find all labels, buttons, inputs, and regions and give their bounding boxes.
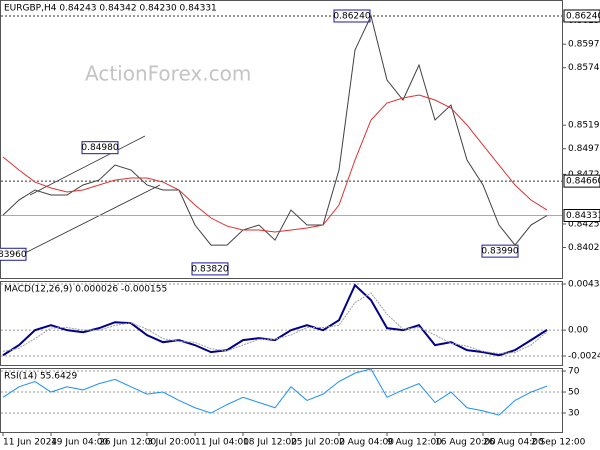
annotation-box bbox=[191, 262, 229, 276]
main-panel bbox=[0, 0, 563, 279]
level-box bbox=[563, 9, 600, 23]
x-tick-label: 16 Aug 20:00 bbox=[435, 438, 496, 448]
y-tick-label: 30 bbox=[568, 409, 580, 419]
y-tick-label: 0.84025 bbox=[568, 243, 600, 253]
y-tick-label: 50 bbox=[568, 388, 580, 398]
series-line bbox=[2, 292, 548, 355]
level-label: 0.84331 bbox=[566, 211, 600, 221]
annotation-label: 0.83960 bbox=[0, 250, 27, 260]
y-tick-label: -0.002434 bbox=[568, 352, 600, 362]
annotation-box bbox=[333, 9, 371, 23]
x-tick-label: 26 Jun 12:00 bbox=[99, 438, 156, 448]
series-line bbox=[2, 14, 548, 246]
y-tick-label: 0.00 bbox=[568, 326, 588, 336]
x-tick-label: 2 Aug 04:00 bbox=[339, 438, 394, 448]
watermark: ActionForex.com bbox=[85, 62, 251, 86]
macd-panel bbox=[0, 281, 563, 366]
x-tick-label: 2 Sep 12:00 bbox=[531, 438, 586, 448]
y-tick-label: 70 bbox=[568, 367, 580, 377]
level-label: 0.86240 bbox=[566, 11, 600, 21]
level-label: 0.84660 bbox=[566, 177, 600, 187]
x-tick-label: 11 Jul 04:00 bbox=[195, 438, 249, 448]
x-tick-label: 11 Jun 2024 bbox=[3, 438, 57, 448]
series-line bbox=[2, 368, 548, 416]
panel-title: EURGBP,H4 0.84243 0.84342 0.84230 0.8433… bbox=[4, 4, 217, 14]
y-tick-label: 0.85195 bbox=[568, 121, 600, 131]
level-box bbox=[563, 174, 600, 188]
annotation-label: 0.83990 bbox=[481, 247, 518, 257]
annotation-label: 0.83820 bbox=[191, 264, 228, 274]
panel-title: MACD(12,26,9) 0.000026 -0.000155 bbox=[4, 285, 167, 295]
x-tick-label: 9 Aug 12:00 bbox=[387, 438, 442, 448]
annotation-box bbox=[481, 244, 519, 258]
x-tick-label: 3 Jul 20:00 bbox=[147, 438, 196, 448]
channel-lower bbox=[24, 184, 161, 254]
x-tick-label: 25 Jul 20:00 bbox=[291, 438, 345, 448]
annotation-box bbox=[81, 141, 119, 155]
x-tick-label: 19 Jun 04:00 bbox=[51, 438, 108, 448]
x-tick-label: 18 Jul 12:00 bbox=[243, 438, 297, 448]
channel-upper bbox=[29, 135, 146, 196]
annotation-box bbox=[0, 247, 27, 261]
panel-title: RSI(14) 55.6429 bbox=[4, 372, 77, 382]
level-box bbox=[563, 209, 600, 223]
x-tick-label: 26 Aug 04:00 bbox=[483, 438, 544, 448]
annotation-label: 0.84980 bbox=[81, 143, 118, 153]
y-tick-label: 0.004347 bbox=[568, 280, 600, 290]
series-line bbox=[2, 94, 548, 233]
y-tick-label: 0.85745 bbox=[568, 63, 600, 73]
rsi-panel bbox=[0, 368, 563, 433]
annotation-label: 0.86240 bbox=[333, 11, 370, 21]
